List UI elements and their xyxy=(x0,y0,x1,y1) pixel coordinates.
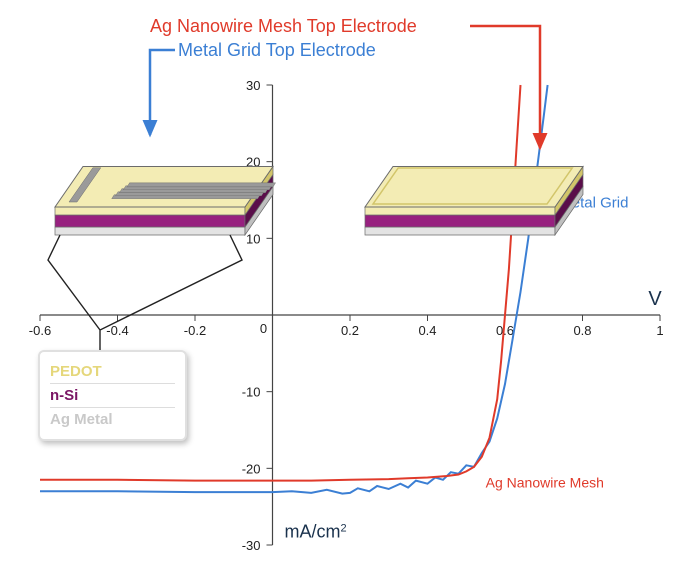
device-metal-grid xyxy=(55,167,276,236)
legend-nsi: n-Si xyxy=(50,383,175,408)
nanowire-mesh-icon xyxy=(373,168,572,204)
x-tick-label: -0.6 xyxy=(29,323,51,338)
y-tick-label: -30 xyxy=(242,538,261,553)
x-tick-label: 0.2 xyxy=(341,323,359,338)
materials-legend: PEDOT n-Si Ag Metal xyxy=(38,350,187,441)
legend-agmetal: Ag Metal xyxy=(50,408,175,431)
y-axis-label: mA/cm2 xyxy=(285,521,347,541)
title-ag-nanowire: Ag Nanowire Mesh Top Electrode xyxy=(150,16,417,36)
x-axis-label: V xyxy=(648,288,662,310)
origin-label: 0 xyxy=(260,321,267,336)
callout-red xyxy=(470,26,540,148)
y-tick-label: 30 xyxy=(246,78,260,93)
y-tick-label: -10 xyxy=(242,385,261,400)
x-tick-label: -0.2 xyxy=(184,323,206,338)
device-ag-nanowire xyxy=(365,167,583,236)
callout-blue xyxy=(150,50,175,135)
y-tick-label: 10 xyxy=(246,231,260,246)
x-tick-label: 0.8 xyxy=(573,323,591,338)
x-tick-label: 1 xyxy=(656,323,663,338)
figure-root: { "dimensions": { "w": 687, "h": 585 }, … xyxy=(0,0,687,585)
x-tick-label: 0.4 xyxy=(418,323,436,338)
figure-svg: -0.6-0.4-0.20.20.40.60.810-30-20-1010203… xyxy=(0,0,687,585)
y-tick-label: -20 xyxy=(242,461,261,476)
title-metal-grid: Metal Grid Top Electrode xyxy=(178,40,376,60)
bracket-to-legend xyxy=(48,235,242,350)
curve-label-red: Ag Nanowire Mesh xyxy=(486,475,604,491)
legend-pedot: PEDOT xyxy=(50,360,175,383)
